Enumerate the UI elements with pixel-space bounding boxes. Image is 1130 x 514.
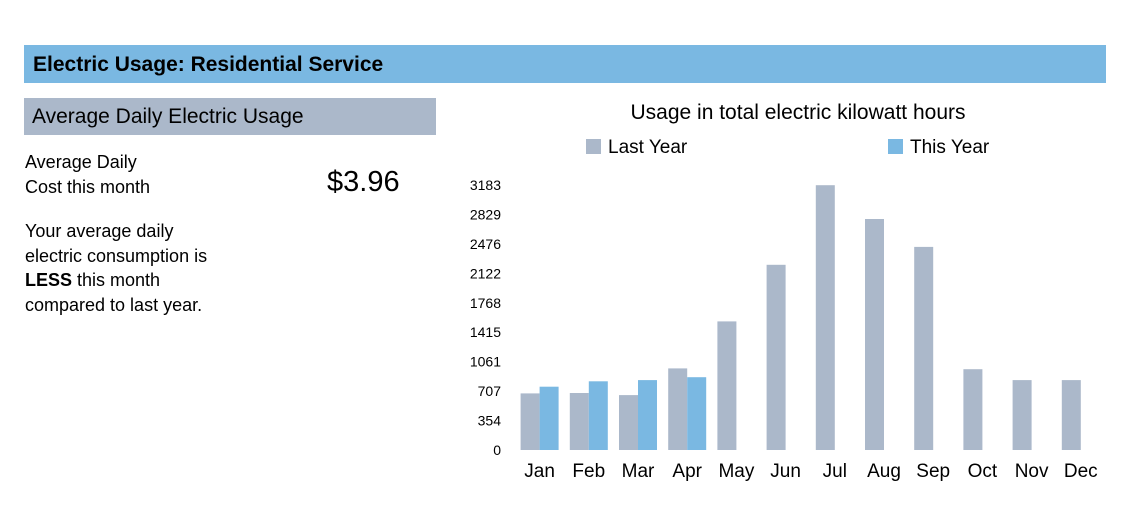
bar-last-year-jul bbox=[815, 185, 835, 450]
bar-this-year-apr bbox=[687, 377, 707, 450]
page-title: Electric Usage: Residential Service bbox=[33, 53, 384, 76]
y-tick-label: 3183 bbox=[470, 177, 501, 193]
bar-last-year-oct bbox=[963, 369, 983, 450]
x-tick-label: Mar bbox=[622, 461, 655, 482]
bar-last-year-jun bbox=[766, 264, 786, 450]
bar-last-year-jan bbox=[520, 393, 540, 450]
comparison-line2: electric consumption is bbox=[25, 245, 208, 266]
x-tick-label: Feb bbox=[572, 461, 605, 482]
y-tick-label: 2122 bbox=[470, 265, 501, 281]
y-tick-label: 707 bbox=[478, 383, 502, 399]
comparison-emphasis: LESS bbox=[25, 270, 73, 290]
y-tick-label: 2829 bbox=[470, 206, 501, 222]
cost-label: Average Daily Cost this month bbox=[25, 150, 150, 200]
bars bbox=[520, 185, 1081, 450]
y-tick-label: 1061 bbox=[470, 354, 501, 370]
x-tick-label: Nov bbox=[1015, 461, 1049, 482]
bar-last-year-sep bbox=[914, 246, 934, 450]
x-tick-label: May bbox=[718, 461, 754, 482]
header-bar: Electric Usage: Residential Service bbox=[24, 45, 1106, 83]
chart-legend: Last Year This Year bbox=[586, 137, 990, 158]
cost-label-line2: Cost this month bbox=[25, 177, 151, 197]
legend-swatch-last-year bbox=[586, 139, 601, 154]
section-bar: Average Daily Electric Usage bbox=[24, 98, 436, 135]
bar-this-year-feb bbox=[588, 381, 608, 450]
bar-this-year-mar bbox=[638, 380, 657, 450]
x-tick-label: Oct bbox=[968, 461, 998, 482]
legend-label-last-year: Last Year bbox=[608, 137, 688, 158]
bar-last-year-may bbox=[717, 321, 737, 450]
cost-label-line1: Average Daily bbox=[25, 152, 137, 172]
x-tick-label: Apr bbox=[672, 461, 702, 482]
bar-last-year-feb bbox=[569, 393, 589, 450]
x-tick-label: Jul bbox=[823, 461, 847, 482]
x-tick-label: Jun bbox=[770, 461, 801, 482]
y-tick-label: 1415 bbox=[470, 324, 501, 340]
legend-swatch-this-year bbox=[888, 139, 903, 154]
y-tick-label: 1768 bbox=[470, 295, 501, 311]
bar-last-year-dec bbox=[1061, 380, 1081, 450]
x-axis: Jan Feb Mar Apr May Jun Jul Aug Sep Oct Nov Dec bbox=[524, 461, 1097, 482]
x-tick-label: Dec bbox=[1064, 461, 1098, 482]
comparison-line1: Your average daily bbox=[25, 221, 174, 241]
legend-label-this-year: This Year bbox=[910, 137, 990, 158]
cost-value: $3.96 bbox=[327, 166, 400, 198]
comparison-line3: this month bbox=[72, 270, 161, 290]
x-tick-label: Jan bbox=[524, 461, 555, 482]
x-tick-label: Sep bbox=[916, 461, 950, 482]
y-axis: 0 354 707 1061 1415 1768 2122 2476 2829 3183 bbox=[470, 177, 501, 458]
x-tick-label: Aug bbox=[867, 461, 901, 482]
bar-this-year-jan bbox=[539, 386, 559, 450]
comparison-text: Your average daily electric consumption … bbox=[25, 219, 285, 317]
y-tick-label: 354 bbox=[478, 413, 502, 429]
chart-title: Usage in total electric kilowatt hours bbox=[631, 101, 966, 124]
bar-last-year-nov bbox=[1012, 380, 1032, 450]
usage-bar-chart: Usage in total electric kilowatt hours L… bbox=[470, 101, 1098, 482]
y-tick-label: 2476 bbox=[470, 236, 501, 252]
comparison-line4: compared to last year. bbox=[25, 294, 203, 315]
section-title: Average Daily Electric Usage bbox=[32, 105, 304, 128]
bar-last-year-apr bbox=[668, 368, 688, 450]
bar-last-year-mar bbox=[619, 395, 638, 450]
bar-last-year-aug bbox=[865, 219, 884, 450]
y-tick-label: 0 bbox=[493, 442, 501, 458]
